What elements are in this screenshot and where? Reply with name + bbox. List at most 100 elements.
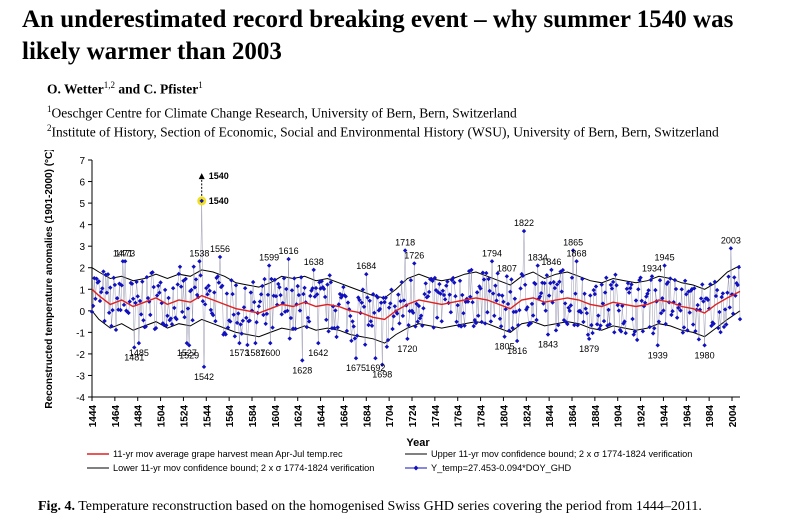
- annual-point: [348, 313, 353, 319]
- annual-point: [593, 284, 599, 289]
- annual-point: [644, 294, 649, 299]
- annual-point: [148, 312, 153, 318]
- annotation-1587: 1587: [245, 348, 265, 358]
- annual-point: [159, 300, 164, 306]
- annual-point: [726, 274, 731, 279]
- annual-point: [506, 328, 512, 333]
- affiliation-1-marker: 1: [47, 104, 52, 114]
- annual-point: [673, 286, 679, 292]
- annual-point: [408, 278, 414, 283]
- annual-point: [648, 277, 654, 283]
- annual-point: [529, 301, 535, 307]
- annual-point: [201, 364, 207, 370]
- annual-point: [370, 292, 376, 297]
- annual-point: [542, 280, 547, 286]
- annual-point: [416, 303, 422, 309]
- annual-point: [89, 309, 95, 315]
- annual-point: [548, 280, 553, 286]
- annual-point: [343, 294, 348, 299]
- annual-point: [557, 279, 562, 284]
- annual-point: [129, 281, 135, 286]
- annual-point: [209, 311, 215, 316]
- annotation-1538: 1538: [189, 248, 209, 258]
- annotation-1616: 1616: [279, 246, 299, 256]
- annual-point: [145, 295, 151, 301]
- annual-point: [257, 299, 263, 304]
- annual-point: [98, 289, 104, 295]
- x-tick-label: 1684: [362, 405, 373, 428]
- annual-point: [454, 319, 459, 325]
- annual-point: [672, 277, 678, 283]
- annual-point: [479, 319, 484, 325]
- annual-point: [126, 310, 131, 316]
- annual-point: [486, 276, 491, 282]
- annual-point: [391, 314, 396, 319]
- annual-point: [365, 295, 370, 300]
- annual-point: [109, 323, 114, 329]
- annual-point: [655, 343, 660, 348]
- y-tick-label: -2: [76, 350, 85, 361]
- annual-point: [608, 282, 614, 288]
- annual-point: [133, 300, 138, 306]
- annual-point: [105, 272, 111, 277]
- annual-point: [324, 317, 329, 322]
- author-1-affiliation-marker: 1,2: [103, 80, 115, 90]
- x-tick-label: 1624: [294, 405, 305, 428]
- annual-point: [144, 274, 150, 280]
- annual-point: [546, 293, 552, 298]
- annual-point: [497, 316, 503, 321]
- annual-point: [311, 267, 316, 273]
- annual-point: [327, 273, 332, 278]
- annotation-1868: 1868: [567, 248, 587, 258]
- annual-point: [674, 315, 680, 320]
- annual-point: [480, 270, 486, 275]
- annual-point: [236, 311, 241, 316]
- annual-point: [207, 288, 212, 294]
- annotation-1628: 1628: [292, 365, 312, 375]
- annual-point: [433, 287, 439, 293]
- annual-point: [266, 263, 272, 268]
- annual-point: [728, 246, 734, 251]
- annual-point: [465, 299, 471, 304]
- annual-point: [143, 324, 148, 329]
- annual-point: [223, 332, 228, 337]
- annual-point: [316, 340, 321, 346]
- annual-point: [244, 315, 249, 321]
- annual-point: [190, 318, 195, 323]
- annual-point: [213, 318, 218, 324]
- annual-point: [656, 319, 662, 324]
- annual-point: [252, 299, 257, 305]
- x-tick-label: 1644: [317, 405, 328, 428]
- annual-point: [263, 321, 268, 326]
- x-tick-label: 1524: [179, 405, 190, 428]
- annual-point: [679, 287, 684, 292]
- annual-point: [344, 328, 350, 334]
- y-tick-label: 5: [79, 199, 85, 210]
- annual-point: [629, 282, 634, 287]
- annual-point: [631, 332, 636, 337]
- annual-point: [224, 291, 230, 296]
- y-tick-label: -1: [76, 328, 85, 339]
- annual-point: [264, 311, 270, 317]
- annual-point: [268, 340, 273, 346]
- annotation-1980: 1980: [695, 350, 715, 360]
- annual-point: [430, 278, 435, 284]
- annual-point: [509, 277, 514, 282]
- annual-point: [349, 338, 354, 343]
- annual-point: [545, 332, 551, 337]
- annual-point: [261, 312, 266, 318]
- annual-point: [383, 295, 388, 300]
- annual-point: [422, 291, 427, 297]
- annual-point: [512, 296, 518, 301]
- annual-point: [394, 311, 400, 316]
- annual-point: [474, 290, 480, 295]
- annual-point: [660, 296, 665, 301]
- annual-point: [101, 269, 106, 274]
- annual-point: [432, 275, 438, 281]
- annual-point: [186, 343, 192, 348]
- annual-point: [477, 284, 482, 289]
- annual-point: [295, 283, 300, 289]
- x-tick-label: 1724: [408, 405, 419, 428]
- annotation-1481: 1481: [124, 352, 144, 362]
- annual-point: [445, 279, 450, 284]
